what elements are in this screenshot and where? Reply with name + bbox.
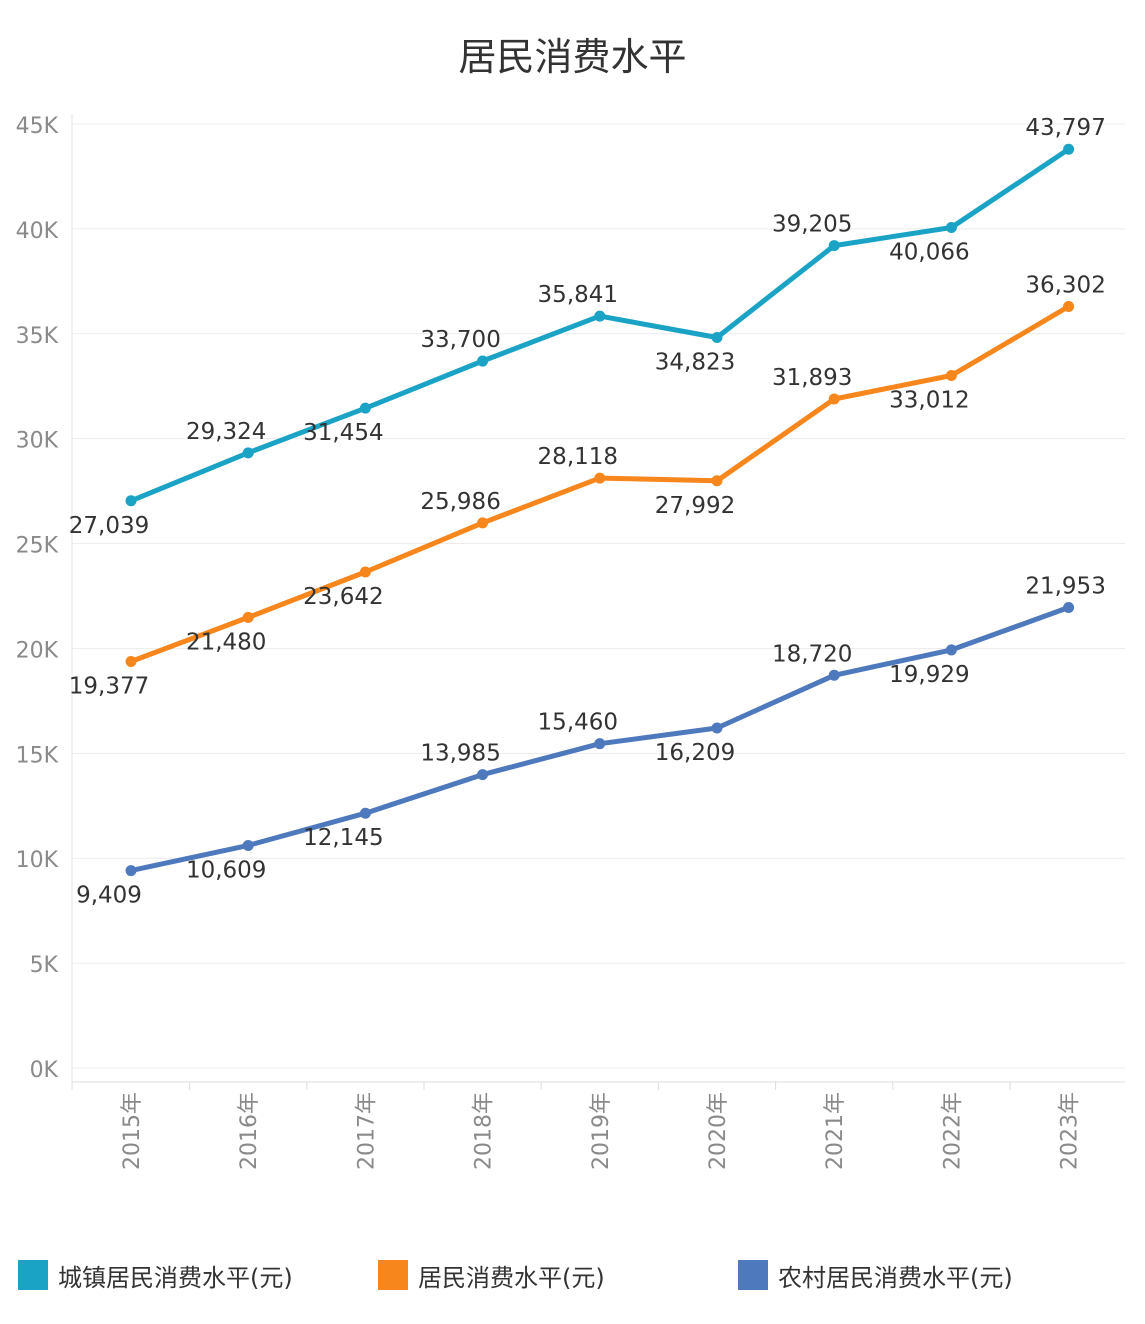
- gridlines: [72, 123, 1125, 1069]
- data-label: 43,797: [1025, 115, 1105, 141]
- series: [125, 143, 1075, 877]
- legend-item-urban[interactable]: 城镇居民消费水平(元): [18, 1258, 293, 1292]
- y-tick-label: 5K: [30, 953, 59, 978]
- data-label: 16,209: [655, 740, 735, 766]
- y-tick-label: 10K: [16, 848, 59, 873]
- x-tick-label: 2016年: [237, 1092, 262, 1170]
- data-label: 31,454: [303, 420, 383, 446]
- data-point: [711, 331, 723, 343]
- data-point: [359, 807, 371, 819]
- data-point: [242, 447, 254, 459]
- data-point: [711, 722, 723, 734]
- x-tick-label: 2022年: [940, 1092, 965, 1170]
- data-point: [711, 475, 723, 487]
- data-label: 39,205: [772, 212, 852, 238]
- data-point: [242, 839, 254, 851]
- data-label: 33,012: [889, 387, 969, 413]
- legend-swatch-rural: [738, 1260, 768, 1290]
- y-tick-label: 20K: [16, 638, 59, 663]
- data-point: [828, 393, 840, 405]
- legend-label-overall: 居民消费水平(元): [418, 1263, 605, 1292]
- y-tick-label: 40K: [16, 219, 59, 244]
- data-label: 12,145: [303, 825, 383, 851]
- data-label: 18,720: [772, 641, 852, 667]
- data-label: 23,642: [303, 584, 383, 610]
- data-point: [242, 611, 254, 623]
- data-label: 33,700: [420, 327, 500, 353]
- x-tick-label: 2020年: [706, 1092, 731, 1170]
- data-label: 36,302: [1025, 272, 1105, 298]
- data-point: [828, 240, 840, 252]
- data-label: 10,609: [186, 857, 266, 883]
- data-point: [125, 656, 137, 668]
- data-point: [594, 738, 606, 750]
- legend-item-rural[interactable]: 农村居民消费水平(元): [738, 1258, 1013, 1292]
- data-label: 34,823: [655, 349, 735, 375]
- legend-swatch-urban: [18, 1260, 48, 1290]
- data-point: [477, 355, 489, 367]
- data-label: 28,118: [538, 444, 618, 470]
- data-labels: 27,039 29,324 31,454 33,700 35,841 34,823 39,2…: [69, 115, 1106, 908]
- data-point: [1063, 601, 1075, 613]
- legend-item-overall[interactable]: 居民消费水平(元): [378, 1258, 605, 1292]
- series-line-1: [128, 304, 1072, 664]
- axes: 0K 5K 10K 15K 20K 25K 30K 35K 40K 45K 2015年 2016年 20…: [16, 114, 1125, 1170]
- data-point: [1063, 300, 1075, 312]
- data-label: 19,377: [69, 674, 149, 700]
- data-point: [945, 222, 957, 234]
- data-point: [477, 769, 489, 781]
- x-tick-label: 2019年: [589, 1092, 614, 1170]
- data-label: 21,953: [1025, 573, 1105, 599]
- data-label: 21,480: [186, 629, 266, 655]
- data-label: 29,324: [186, 419, 266, 445]
- data-label: 15,460: [538, 710, 618, 736]
- data-point: [945, 644, 957, 656]
- x-tick-label: 2021年: [823, 1092, 848, 1170]
- data-point: [359, 402, 371, 414]
- legend-label-urban: 城镇居民消费水平(元): [58, 1263, 293, 1292]
- x-tick-label: 2018年: [472, 1092, 497, 1170]
- y-tick-label: 25K: [16, 534, 59, 559]
- x-tick-label: 2023年: [1058, 1092, 1083, 1170]
- data-label: 27,039: [69, 513, 149, 539]
- data-label: 13,985: [420, 741, 500, 767]
- data-point: [594, 310, 606, 322]
- data-label: 40,066: [889, 240, 969, 266]
- data-point: [359, 566, 371, 578]
- data-label: 35,841: [538, 282, 618, 308]
- x-tick-label: 2017年: [354, 1092, 379, 1170]
- legend-label-rural: 农村居民消费水平(元): [778, 1263, 1013, 1292]
- data-point: [594, 472, 606, 484]
- y-tick-label: 0K: [30, 1058, 59, 1083]
- chart-title: 居民消费水平: [458, 35, 687, 79]
- y-tick-label: 45K: [16, 114, 59, 139]
- data-label: 19,929: [889, 662, 969, 688]
- data-point: [125, 865, 137, 877]
- y-tick-label: 15K: [16, 743, 59, 768]
- y-tick-label: 35K: [16, 324, 59, 349]
- data-point: [1063, 143, 1075, 155]
- data-point: [477, 517, 489, 529]
- data-label: 9,409: [76, 883, 142, 909]
- data-point: [945, 369, 957, 381]
- data-label: 31,893: [772, 365, 852, 391]
- legend-swatch-overall: [378, 1260, 408, 1290]
- data-point: [828, 669, 840, 681]
- data-label: 25,986: [420, 489, 500, 515]
- x-tick-label: 2015年: [120, 1092, 145, 1170]
- data-point: [125, 495, 137, 507]
- data-label: 27,992: [655, 493, 735, 519]
- y-tick-label: 30K: [16, 429, 59, 454]
